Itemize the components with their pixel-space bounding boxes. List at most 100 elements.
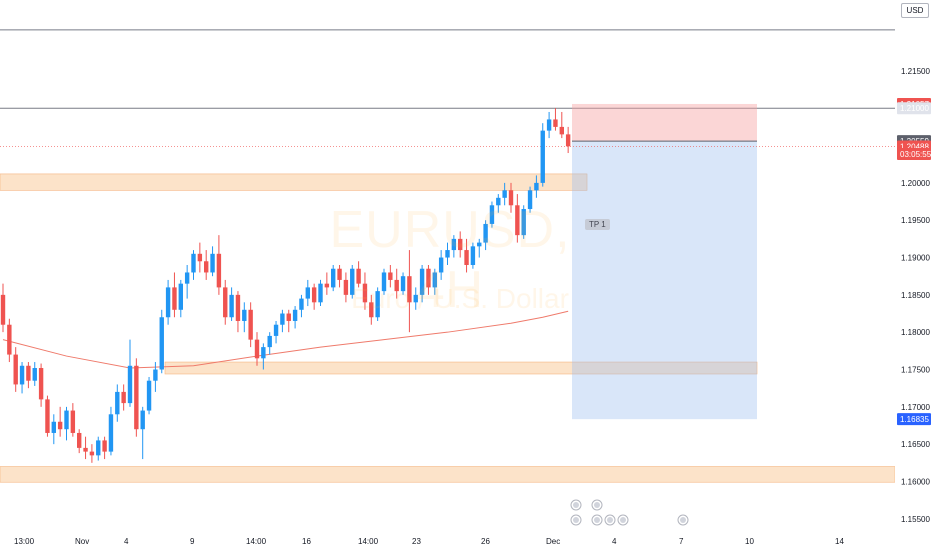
candle-body [235,294,241,321]
candle-body [45,399,50,433]
currency-selector[interactable]: USD [901,3,929,18]
candle-body [242,309,247,321]
candle-body [502,190,507,198]
price-label-badge[interactable] [897,413,931,426]
candle-body [13,354,18,385]
price-tick-label: 1.17500 [901,366,930,375]
candle-body [508,190,514,206]
candle-body [400,276,406,292]
stop-loss-area[interactable] [572,103,757,142]
flag-icon [607,517,613,523]
price-label-text: 1.16835 [900,415,929,424]
candle-body [127,365,133,404]
candle-body [89,451,95,456]
candle-body [216,253,222,288]
candle-body [165,287,171,318]
time-tick-label: Nov [75,537,89,546]
candle-body [540,130,545,183]
candle-body [477,242,482,247]
candle-body [286,313,291,321]
candle-body [197,253,203,262]
candle-body [70,410,76,433]
candle-body [515,205,520,236]
time-tick-label: 10 [745,537,754,546]
candle-body [496,197,501,206]
candle-body [546,119,552,131]
candle-body [38,368,44,400]
candle-body [445,250,450,258]
flag-icon [620,517,626,523]
candle-body [369,302,374,318]
price-label-badge[interactable] [897,147,931,160]
time-tick-label: 14:00 [246,537,267,546]
candle-body [419,268,425,295]
candle-body [553,119,558,127]
time-tick-label: 9 [190,537,195,546]
candle-body [413,294,418,303]
price-label-text: 03:05:55 [900,150,932,159]
candle-body [248,309,253,340]
candle-body [7,324,12,355]
time-tick-label: 4 [124,537,129,546]
time-tick-label: 13:00 [14,537,35,546]
candle-body [292,309,298,321]
candle-body [280,313,285,325]
chart-grid [0,29,895,109]
candle-body [184,272,190,284]
chart-zones [0,173,896,483]
candle-body [102,440,107,452]
candle-body [210,253,215,273]
price-label-badge[interactable] [897,102,931,115]
candle-body [108,414,114,452]
candle-body [153,369,158,381]
candle-body [324,283,330,288]
candle-body [311,287,317,303]
candle-body [337,268,342,280]
candle-body [299,298,304,310]
candle-body [343,279,349,295]
take-profit-label[interactable]: TP 1 [585,219,610,230]
price-tick-label: 1.21500 [901,67,930,76]
candle-body [407,276,412,303]
candle-body [115,391,120,415]
support-resistance-zone[interactable] [0,466,896,483]
time-tick-label: Dec [546,537,560,546]
candle-body [57,421,63,430]
event-markers[interactable] [570,499,689,526]
moving-average [2,310,569,369]
support-resistance-zone[interactable] [164,361,758,375]
candle-body [438,257,444,273]
price-tick-label: 1.15500 [901,515,930,524]
candle-body [394,279,399,292]
candle-body [489,205,495,224]
candle-body [83,447,88,452]
moving-average-line [2,310,569,369]
time-tick-label: 4 [612,537,617,546]
candle-body [254,339,260,359]
time-axis-background [0,530,895,550]
candle-body [534,182,539,191]
trade-position[interactable] [0,103,895,420]
candle-body [273,324,279,336]
candle-body [229,294,234,318]
candle-body [32,368,37,381]
candles [0,108,571,463]
candle-body [19,365,25,385]
take-profit-area[interactable] [572,141,757,420]
flag-icon [594,502,600,508]
time-axis[interactable]: 13:00 Nov 4 9 14:00 16 14:00 23 26 Dec 4 7 10 14 [0,530,895,550]
candle-body [464,250,469,265]
price-tick-label: 1.16500 [901,440,930,449]
candle-body [51,421,56,433]
price-axis[interactable]: 1.15500 1.16000 1.16500 1.17000 1.17500 1.180… [895,0,932,550]
candle-body [191,253,196,273]
price-tick-label: 1.19000 [901,254,930,263]
price-tick-label: 1.16000 [901,477,930,486]
candle-body [362,283,368,303]
candle-body [172,287,177,310]
candle-body [134,365,139,430]
support-resistance-zone[interactable] [0,173,588,191]
candle-body [470,246,476,265]
candle-body [483,223,488,243]
